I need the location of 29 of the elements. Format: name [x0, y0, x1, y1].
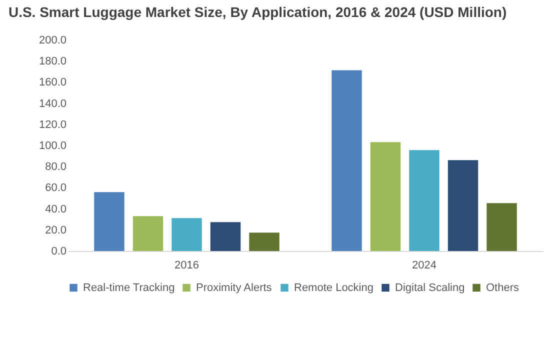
- bar: [132, 216, 164, 251]
- y-tick-label: 80.0: [45, 161, 66, 174]
- legend-label: Digital Scaling: [395, 282, 465, 294]
- y-tick-label: 160.0: [38, 76, 66, 89]
- legend-label: Others: [486, 282, 520, 294]
- bar: [486, 203, 517, 251]
- bar: [94, 192, 124, 251]
- bar: [332, 70, 362, 251]
- y-tick-label: 60.0: [45, 182, 66, 194]
- bar: [172, 218, 202, 251]
- bar: [249, 232, 280, 251]
- y-tick-label: 0.0: [51, 246, 66, 258]
- legend-label: Proximity Alerts: [196, 282, 272, 294]
- bar: [210, 222, 241, 251]
- y-tick-label: 140.0: [38, 98, 66, 110]
- y-tick-label: 180.0: [38, 56, 66, 68]
- bar: [448, 160, 478, 251]
- y-tick-label: 120.0: [38, 118, 66, 131]
- y-tick-label: 200.0: [38, 34, 66, 46]
- x-tick-label: 2024: [412, 260, 436, 272]
- bar: [409, 150, 440, 251]
- y-tick-label: 100.0: [38, 140, 66, 152]
- y-tick-label: 40.0: [45, 203, 66, 216]
- legend-label: Real-time Tracking: [83, 282, 175, 294]
- y-tick-label: 20.0: [45, 224, 66, 236]
- x-tick-label: 2016: [174, 260, 199, 272]
- legend-label: Remote Locking: [294, 282, 374, 294]
- chart-title: U.S. Smart Luggage Market Size, By Application, 2016 & 2024 (USD Million): [8, 4, 507, 20]
- bar: [370, 142, 401, 251]
